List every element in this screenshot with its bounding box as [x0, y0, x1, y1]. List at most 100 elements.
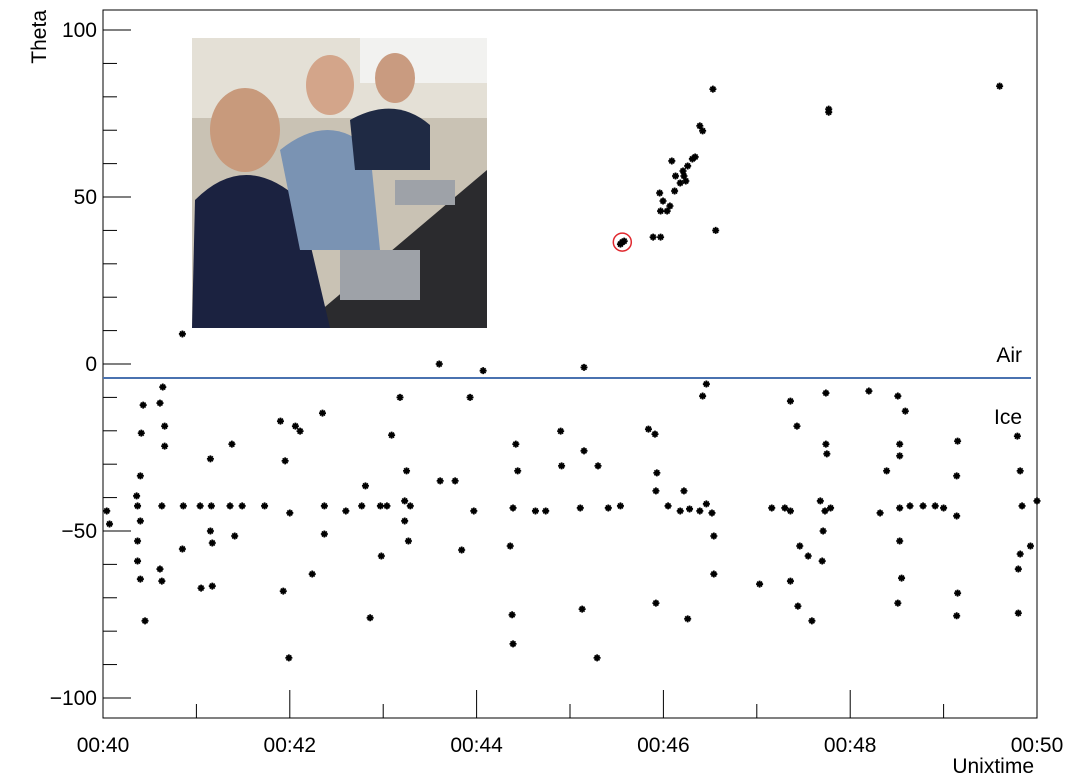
point: [786, 577, 794, 585]
point: [134, 557, 142, 565]
point: [710, 570, 718, 578]
point: [656, 189, 664, 197]
point: [542, 507, 550, 515]
point: [376, 502, 384, 510]
point: [702, 380, 710, 388]
point: [699, 127, 707, 135]
point: [296, 427, 304, 435]
point: [509, 640, 517, 648]
x-tick-label: 00:40: [77, 734, 130, 757]
x-tick-label: 00:50: [1011, 734, 1064, 757]
point: [793, 422, 801, 430]
point: [557, 427, 565, 435]
point: [652, 599, 660, 607]
annotation: Ice: [994, 406, 1022, 429]
point: [178, 545, 186, 553]
point: [672, 172, 680, 180]
photo: [192, 38, 487, 328]
x-tick-label: 00:42: [264, 734, 317, 757]
point: [281, 457, 289, 465]
point: [139, 401, 147, 409]
point: [179, 502, 187, 510]
point: [663, 207, 671, 215]
point: [827, 504, 835, 512]
point: [159, 383, 167, 391]
point: [896, 440, 904, 448]
point: [901, 407, 909, 415]
point: [818, 557, 826, 565]
point: [708, 509, 716, 517]
point: [593, 654, 601, 662]
point: [134, 502, 142, 510]
point: [320, 530, 328, 538]
point: [366, 614, 374, 622]
point: [781, 504, 789, 512]
point: [470, 507, 478, 515]
point: [342, 507, 350, 515]
point: [822, 389, 830, 397]
point: [616, 240, 624, 248]
point: [261, 502, 269, 510]
point: [819, 527, 827, 535]
y-tick-label: −100: [50, 687, 97, 710]
point: [696, 507, 704, 515]
point: [136, 575, 144, 583]
point: [954, 589, 962, 597]
point: [196, 502, 204, 510]
point: [709, 85, 717, 93]
point: [207, 502, 215, 510]
point: [558, 462, 566, 470]
point: [696, 122, 704, 130]
point: [383, 502, 391, 510]
point: [919, 502, 927, 510]
y-axis-label: Theta: [28, 10, 51, 64]
y-tick-label: 50: [74, 186, 97, 209]
point: [466, 393, 474, 401]
point: [103, 507, 111, 515]
point: [206, 455, 214, 463]
point: [156, 565, 164, 573]
point: [580, 363, 588, 371]
point: [684, 162, 692, 170]
point: [702, 500, 710, 508]
point: [1033, 497, 1041, 505]
point: [954, 437, 962, 445]
point: [531, 507, 539, 515]
point: [508, 611, 516, 619]
point: [206, 527, 214, 535]
point: [823, 450, 831, 458]
x-axis-label: Unixtime: [952, 755, 1034, 778]
point: [396, 393, 404, 401]
point: [506, 542, 514, 550]
point: [178, 330, 186, 338]
point: [652, 487, 660, 495]
point: [786, 397, 794, 405]
point: [680, 172, 688, 180]
point: [279, 587, 287, 595]
point: [821, 507, 829, 515]
point: [320, 502, 328, 510]
point: [512, 440, 520, 448]
point: [580, 447, 588, 455]
point: [796, 542, 804, 550]
point: [808, 617, 816, 625]
point: [228, 440, 236, 448]
point: [825, 108, 833, 116]
point: [666, 202, 674, 210]
point: [620, 237, 628, 245]
point: [136, 517, 144, 525]
point: [594, 462, 602, 470]
point: [657, 233, 665, 241]
point: [896, 537, 904, 545]
point: [291, 422, 299, 430]
point: [134, 537, 142, 545]
y-tick-label: 100: [62, 19, 97, 42]
point: [308, 570, 316, 578]
point: [136, 472, 144, 480]
point: [137, 429, 145, 437]
point: [197, 584, 205, 592]
point: [388, 431, 396, 439]
point: [940, 504, 948, 512]
point: [906, 502, 914, 510]
